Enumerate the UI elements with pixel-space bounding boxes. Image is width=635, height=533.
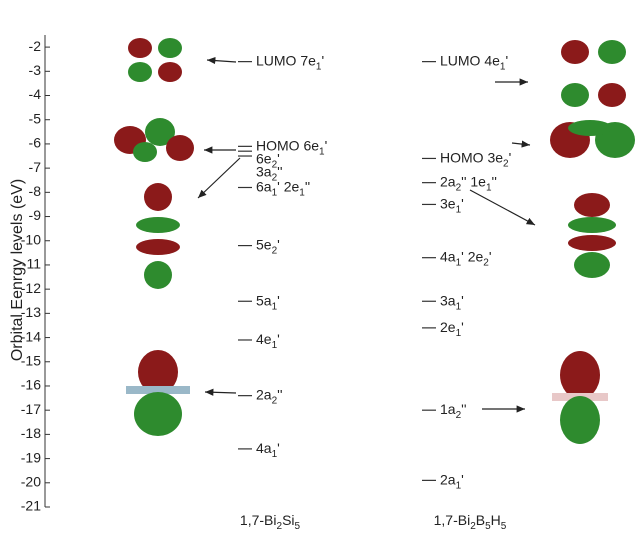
- column-label: 1,7-Bi2B5H5: [434, 512, 507, 532]
- level-label: 6a1' 2e1'': [256, 178, 310, 198]
- orbital-pictures: [114, 38, 635, 444]
- label-part: B: [476, 512, 485, 528]
- label-part: '': [305, 178, 310, 194]
- label-part: '': [277, 163, 282, 179]
- level-label: 2e1': [440, 319, 464, 339]
- label-part: H: [491, 512, 501, 528]
- label-part: ' 2e: [277, 178, 299, 194]
- y-tick-label: -16: [21, 377, 41, 393]
- y-tick-label: -6: [29, 135, 42, 151]
- y-tick-label: -11: [22, 256, 41, 272]
- y-tick-label: -19: [21, 449, 41, 465]
- label-part: 2a: [440, 471, 456, 487]
- y-tick-label: -13: [21, 304, 41, 320]
- label-part: ': [277, 236, 280, 252]
- label-part: 6a: [256, 178, 272, 194]
- level-label: 2a2'' 1e1'': [440, 173, 497, 193]
- y-tick-label: -17: [21, 401, 41, 417]
- level-label: 5a1': [256, 292, 280, 312]
- level-label: 2a1': [440, 471, 464, 491]
- y-tick-label: -3: [29, 62, 42, 78]
- level-label: 4e1': [256, 331, 280, 351]
- label-part: '' 1e: [461, 173, 486, 189]
- label-part: 5e: [256, 236, 272, 252]
- y-tick-label: -2: [29, 38, 42, 54]
- label-part: 3a: [256, 163, 272, 179]
- y-tick-label: -14: [21, 328, 41, 344]
- label-part: 5a: [256, 292, 272, 308]
- label-part: LUMO 4e: [440, 52, 500, 68]
- label-part: ': [461, 292, 464, 308]
- label-part: ': [277, 292, 280, 308]
- label-part: '': [492, 173, 497, 189]
- label-part: 2a: [440, 173, 456, 189]
- level-label: 3e1': [440, 195, 464, 215]
- label-part: ': [509, 149, 512, 165]
- label-part: ': [277, 331, 280, 347]
- label-part: '': [277, 386, 282, 402]
- label-part: 3e: [440, 195, 456, 211]
- level-label: HOMO 3e2': [440, 149, 511, 169]
- y-tick-label: -15: [21, 352, 41, 368]
- y-tick-label: -20: [21, 473, 41, 489]
- label-part: 1a: [440, 401, 456, 417]
- label-part: 1,7-Bi: [240, 512, 277, 528]
- label-part: Si: [282, 512, 294, 528]
- y-tick-label: -9: [29, 207, 42, 223]
- arrows: [198, 60, 535, 409]
- label-part: ': [321, 52, 324, 68]
- label-part: 2e: [440, 319, 456, 335]
- y-tick-label: -5: [29, 110, 42, 126]
- label-part: 4a: [440, 248, 456, 264]
- label-part: ' 2e: [461, 248, 483, 264]
- label-subscript: 5: [501, 521, 507, 532]
- level-label: LUMO 7e1': [256, 52, 324, 72]
- column-label: 1,7-Bi2Si5: [240, 512, 301, 532]
- y-tick-label: -7: [29, 159, 42, 175]
- y-tick-label: -8: [29, 183, 42, 199]
- label-part: 1,7-Bi: [434, 512, 471, 528]
- level-label: 3a1': [440, 292, 464, 312]
- level-label: 1a2'': [440, 401, 467, 421]
- label-part: ': [461, 319, 464, 335]
- level-label: 4a1' 2e2': [440, 248, 492, 268]
- label-part: '': [461, 401, 466, 417]
- chart: Orbital Eenrgy levels (eV) -2-3-4-5-6-7-…: [0, 0, 635, 533]
- y-tick-label: -10: [21, 231, 41, 247]
- label-part: ': [461, 195, 464, 211]
- label-part: ': [489, 248, 492, 264]
- label-part: HOMO 3e: [440, 149, 503, 165]
- label-part: 4a: [256, 440, 272, 456]
- label-part: ': [505, 52, 508, 68]
- label-subscript: 5: [295, 521, 301, 532]
- level-label: 5e2': [256, 236, 280, 256]
- label-part: ': [277, 440, 280, 456]
- y-tick-label: -18: [21, 425, 41, 441]
- label-part: ': [325, 137, 328, 153]
- y-tick-label: -12: [21, 280, 41, 296]
- label-part: 3a: [440, 292, 456, 308]
- level-label: 2a2'': [256, 386, 283, 406]
- level-label: LUMO 4e1': [440, 52, 508, 72]
- label-part: LUMO 7e: [256, 52, 316, 68]
- label-part: 2a: [256, 386, 272, 402]
- y-tick-label: -21: [21, 498, 41, 514]
- label-part: ': [461, 471, 464, 487]
- level-label: 4a1': [256, 440, 280, 460]
- y-tick-label: -4: [29, 86, 42, 102]
- label-part: 4e: [256, 331, 272, 347]
